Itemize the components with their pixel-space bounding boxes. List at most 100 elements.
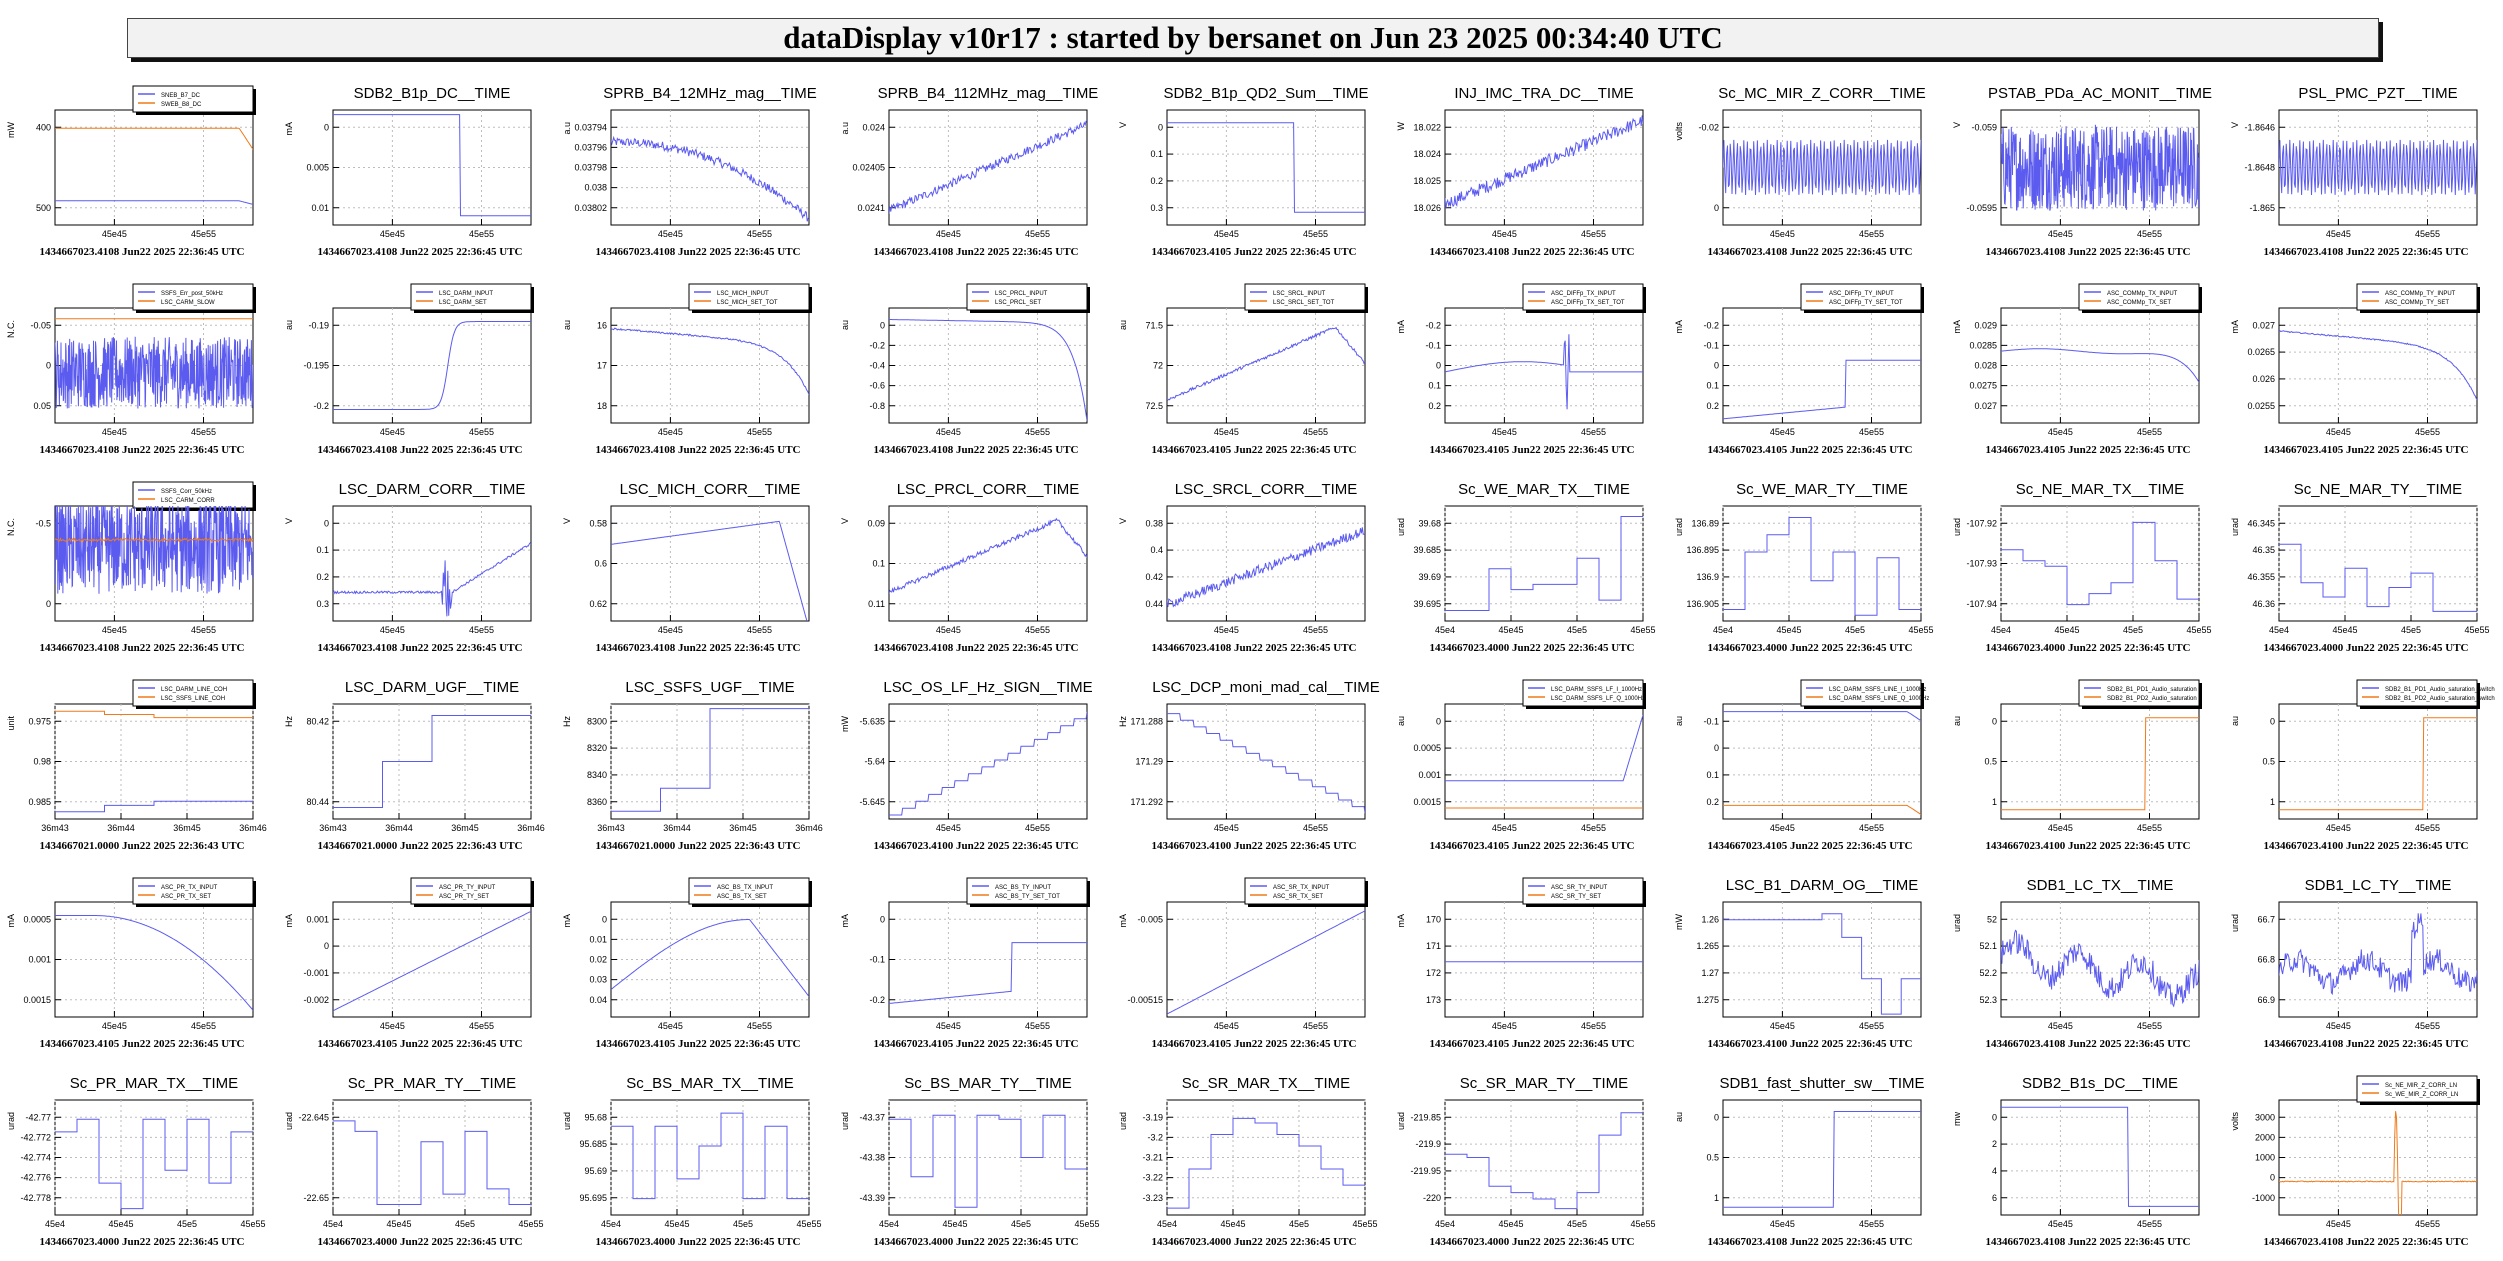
series-line (333, 542, 531, 617)
y-tick-label: 0.005 (306, 163, 329, 173)
legend-label: SDB2_B1_PD2_Audio_saturation_switch (2385, 696, 2495, 702)
y-tick-label: 0.2 (1706, 401, 1719, 411)
y-tick-label: 400 (36, 122, 51, 132)
legend-label: LSC_DARM_SSFS_LF_I_1000Hz (1551, 687, 1642, 693)
legend-box (966, 877, 1088, 905)
legend-box (132, 283, 254, 311)
y-tick-label: 8300 (587, 716, 607, 726)
x-tick-label: 36m44 (663, 823, 691, 833)
x-tick-label: 45e5 (1567, 625, 1587, 635)
y-tick-label: -219.9 (1415, 1139, 1441, 1149)
chart-panel-26: -107.92 -107.93 -107.94 45e4 45e45 45e5 45e55 S… (1952, 481, 2212, 654)
chart-footer: 1434667023.4100 Jun22 2025 22:36:45 UTC (1707, 1038, 1912, 1050)
x-tick-label: 45e45 (1770, 823, 1795, 833)
x-tick-label: 36m43 (319, 823, 347, 833)
x-tick-label: 45e55 (191, 625, 216, 635)
plot-frame (332, 109, 532, 226)
y-axis-label: volts (1674, 122, 1684, 141)
chart-panel-4: 0.024 0.02405 0.0241 45e45 45e55 SPRB_B4_112M… (840, 85, 1098, 258)
y-tick-label: 0.98 (33, 757, 51, 767)
chart-panel-5: 0 0.1 0.2 0.3 45e45 45e55 SDB2_B1p_QD2_Sum__TI… (1118, 85, 1369, 258)
y-tick-label: 171.29 (1135, 757, 1163, 767)
series-line (55, 336, 253, 409)
x-tick-label: 45e55 (2415, 823, 2440, 833)
series-line (2279, 543, 2477, 612)
legend-label: Sc_WE_MIR_Z_CORR_LN (2385, 1092, 2458, 1098)
legend-box (1800, 679, 1922, 707)
x-tick-label: 45e45 (658, 229, 683, 239)
series-line (1445, 714, 1643, 782)
y-tick-label: 80.42 (306, 716, 329, 726)
y-axis-label: W (1396, 122, 1406, 131)
y-tick-label: 0 (324, 941, 329, 951)
chart-footer: 1434667023.4000 Jun22 2025 22:36:45 UTC (1985, 642, 2190, 654)
y-tick-label: 0.0005 (1413, 743, 1441, 753)
x-tick-label: 45e55 (191, 229, 216, 239)
y-tick-label: 39.69 (1418, 572, 1441, 582)
chart-panel-21: 0.58 0.6 0.62 45e45 45e55 LSC_MICH_CORR__TIME… (562, 481, 810, 654)
chart-panel-15: -0.2 -0.1 0 0.1 0.2 45e45 45e55 mA 1434667023.41… (1396, 283, 1646, 456)
x-tick-label: 36m44 (385, 823, 413, 833)
plot-frame (1166, 901, 1366, 1018)
y-tick-label: 52 (1987, 914, 1997, 924)
chart-footer: 1434667023.4105 Jun22 2025 22:36:45 UTC (2263, 444, 2468, 456)
x-tick-label: 45e45 (2326, 427, 2351, 437)
legend-label: LSC_PRCL_INPUT (995, 291, 1048, 297)
y-axis-label: au (1674, 1112, 1684, 1122)
y-axis-label: mA (284, 914, 294, 928)
legend-box (132, 679, 254, 707)
y-tick-label: -107.94 (1966, 599, 1997, 609)
chart-panel-28: 0.975 0.98 0.985 36m43 36m44 36m45 36m46 unit 14… (6, 679, 267, 852)
y-tick-label: 1 (1714, 1193, 1719, 1203)
x-tick-label: 36m44 (107, 823, 135, 833)
y-tick-label: -42.772 (20, 1132, 51, 1142)
y-axis-label: urad (284, 1112, 294, 1130)
chart-panel-18: 0.027 0.0265 0.026 0.0255 45e45 45e55 mA 143466… (2230, 283, 2480, 456)
chart-panel-44: 52 52.1 52.2 52.3 45e45 45e55 SDB1_LC_TX__TIME… (1952, 877, 2200, 1050)
y-axis-label: mA (284, 122, 294, 136)
series-line (55, 200, 253, 205)
series-line (2001, 929, 2199, 1008)
plot-frame (332, 901, 532, 1018)
plot-frame (1166, 1099, 1366, 1216)
chart-footer: 1434667023.4108 Jun22 2025 22:36:45 UTC (39, 642, 244, 654)
legend-box (132, 481, 254, 509)
legend-label: SSFS_Err_post_50kHz (161, 291, 223, 297)
x-tick-label: 45e45 (1214, 427, 1239, 437)
plot-frame (1722, 307, 1922, 424)
y-tick-label: 0.0265 (2247, 347, 2275, 357)
legend-label: ASC_PR_TY_INPUT (439, 885, 496, 891)
y-tick-label: 0 (324, 122, 329, 132)
legend-box (1244, 877, 1366, 905)
y-tick-label: 0 (46, 599, 51, 609)
legend-label: ASC_BS_TY_INPUT (995, 885, 1051, 891)
y-tick-label: 0 (1714, 203, 1719, 213)
plot-frame (2000, 1099, 2200, 1216)
y-tick-label: 0 (602, 914, 607, 924)
y-tick-label: -1.8648 (2244, 163, 2275, 173)
chart-footer: 1434667023.4000 Jun22 2025 22:36:45 UTC (1429, 642, 1634, 654)
x-tick-label: 45e55 (1303, 625, 1328, 635)
x-tick-label: 45e55 (1352, 1219, 1377, 1229)
chart-panel-29: 80.42 80.44 36m43 36m44 36m45 36m46 LSC_DARM_U… (284, 679, 545, 852)
y-tick-label: 0.5 (2262, 757, 2275, 767)
chart-title: SPRB_B4_12MHz_mag__TIME (603, 85, 816, 102)
legend-label: ASC_BS_TY_SET_TOT (995, 894, 1060, 900)
chart-footer: 1434667023.4000 Jun22 2025 22:36:45 UTC (1151, 1236, 1356, 1248)
x-tick-label: 45e45 (2048, 229, 2073, 239)
chart-footer: 1434667023.4108 Jun22 2025 22:36:45 UTC (317, 642, 522, 654)
x-tick-label: 45e5 (177, 1219, 197, 1229)
chart-footer: 1434667023.4100 Jun22 2025 22:36:45 UTC (1151, 840, 1356, 852)
chart-title: Sc_MC_MIR_Z_CORR__TIME (1718, 85, 1926, 102)
x-tick-label: 45e45 (936, 625, 961, 635)
x-tick-label: 45e55 (2415, 1021, 2440, 1031)
x-tick-label: 45e55 (1859, 1021, 1884, 1031)
y-axis-label: mA (1396, 914, 1406, 928)
x-tick-label: 45e55 (1859, 427, 1884, 437)
chart-footer: 1434667023.4105 Jun22 2025 22:36:45 UTC (595, 1038, 800, 1050)
y-tick-label: 0.0005 (23, 914, 51, 924)
chart-footer: 1434667023.4108 Jun22 2025 22:36:45 UTC (1429, 246, 1634, 258)
y-tick-label: 0.58 (589, 518, 607, 528)
chart-panel-48: 95.68 95.685 95.69 95.695 45e4 45e45 45e5 45e55… (562, 1075, 822, 1248)
y-tick-label: 0.42 (1145, 572, 1163, 582)
